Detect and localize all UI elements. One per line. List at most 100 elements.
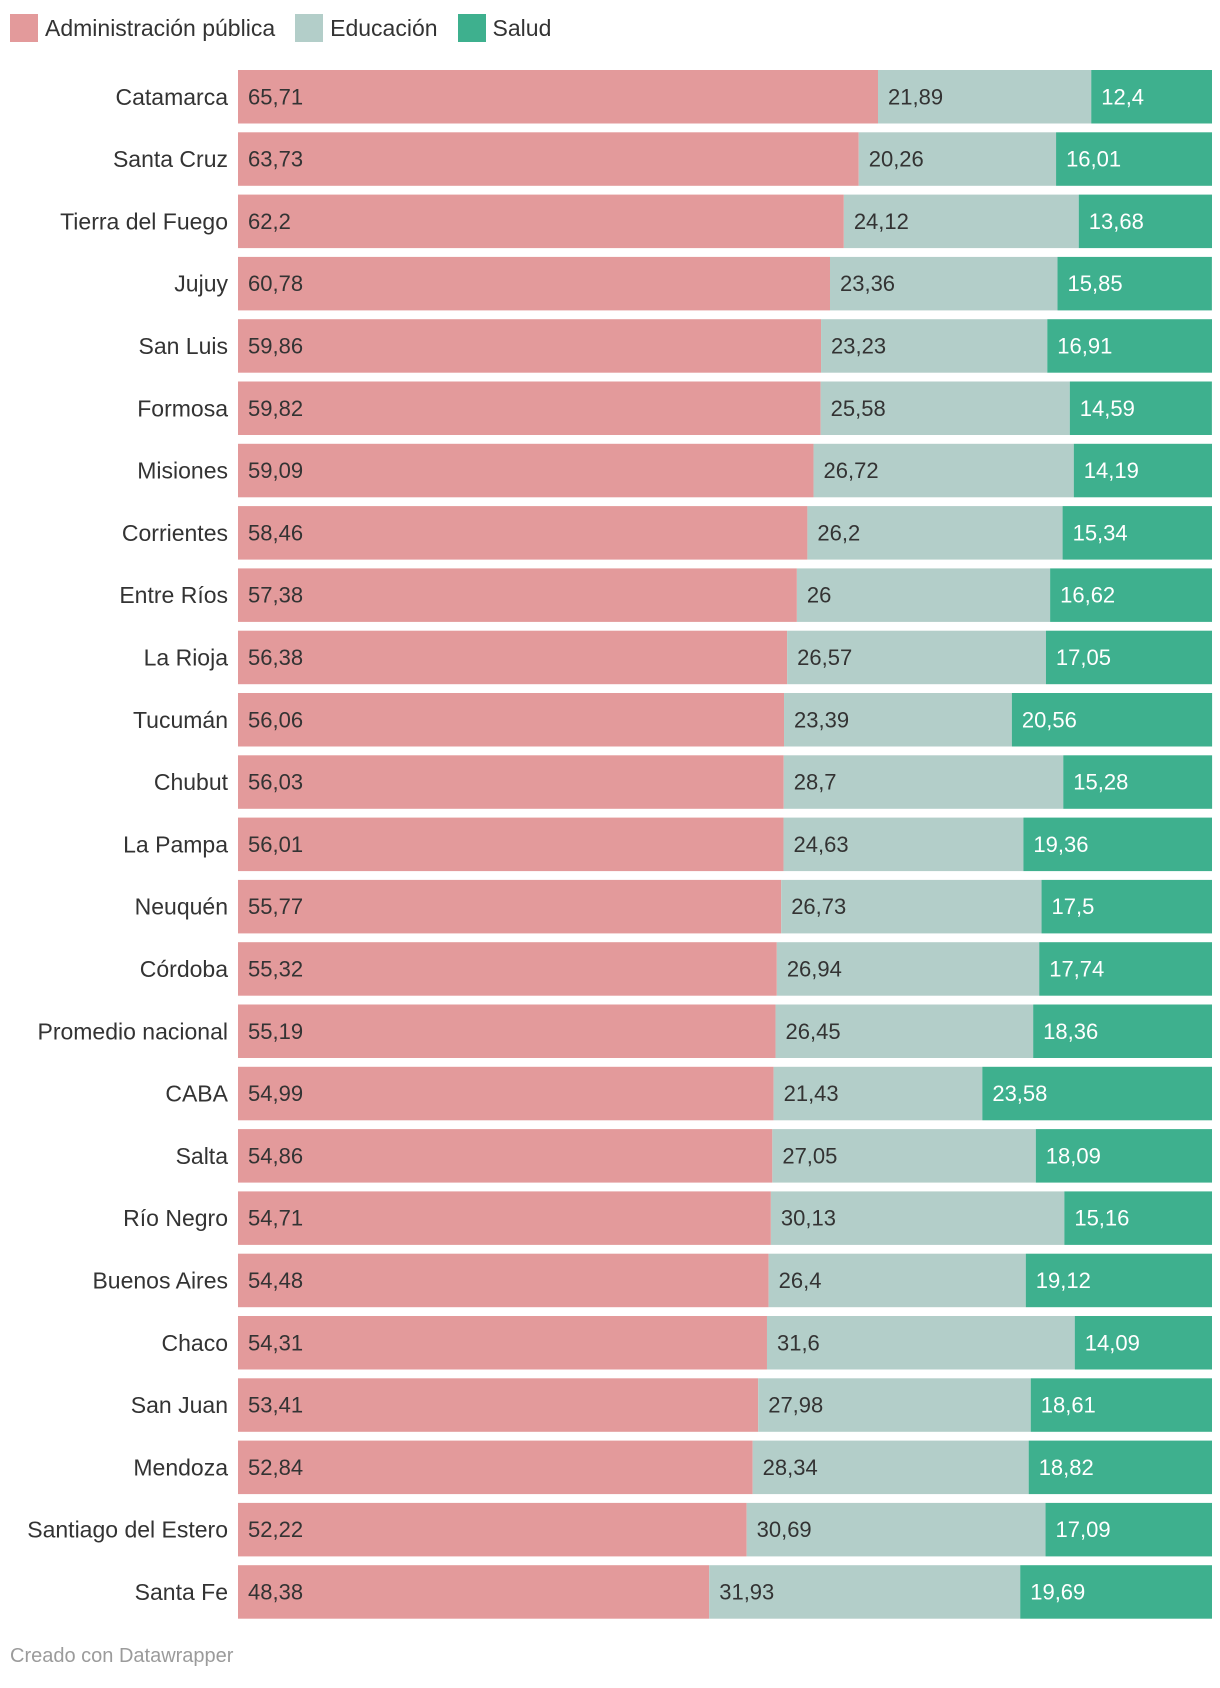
data-label-educacion-la-rioja: 26,57 — [797, 645, 852, 670]
bar-educacion-misiones — [813, 443, 1074, 498]
bar-administracion-publica-catamarca — [238, 70, 879, 124]
data-label-administracion-publica-promedio-nacional: 55,19 — [248, 1019, 303, 1044]
data-label-educacion-santa-fe: 31,93 — [719, 1579, 774, 1604]
bar-salud-san-luis — [1047, 319, 1212, 373]
data-label-salud-promedio-nacional: 18,36 — [1043, 1019, 1098, 1044]
bar-administracion-publica-santa-fe — [238, 1565, 710, 1619]
bar-administracion-publica-corrientes — [238, 506, 808, 560]
data-label-salud-mendoza: 18,82 — [1039, 1455, 1094, 1480]
data-label-salud-san-juan: 18,61 — [1041, 1393, 1096, 1418]
data-label-educacion-chaco: 31,6 — [777, 1330, 820, 1355]
data-label-administracion-publica-la-rioja: 56,38 — [248, 645, 303, 670]
bar-administracion-publica-buenos-aires — [238, 1253, 769, 1308]
bar-administracion-publica-santa-cruz — [238, 132, 859, 186]
data-label-administracion-publica-san-juan: 53,41 — [248, 1393, 303, 1418]
data-label-administracion-publica-corrientes: 58,46 — [248, 520, 303, 545]
legend-item-salud: Salud — [457, 14, 551, 42]
bar-educacion-santa-cruz — [858, 132, 1057, 186]
data-label-educacion-cordoba: 26,94 — [787, 956, 842, 981]
data-label-salud-san-luis: 16,91 — [1057, 333, 1112, 358]
category-label-cordoba: Córdoba — [140, 956, 228, 982]
data-label-educacion-salta: 27,05 — [782, 1143, 837, 1168]
bar-educacion-la-pampa — [783, 817, 1024, 872]
data-label-educacion-caba: 21,43 — [784, 1081, 839, 1106]
bar-educacion-mendoza — [752, 1440, 1029, 1495]
category-label-neuquen: Neuquén — [135, 894, 228, 920]
bar-administracion-publica-san-juan — [238, 1378, 759, 1432]
data-label-salud-chaco: 14,09 — [1085, 1330, 1140, 1355]
bar-educacion-salta — [772, 1129, 1036, 1183]
category-label-promedio-nacional: Promedio nacional — [37, 1018, 228, 1044]
data-label-administracion-publica-formosa: 59,82 — [248, 396, 303, 421]
category-label-san-luis: San Luis — [138, 333, 228, 359]
bar-administracion-publica-tucuman — [238, 693, 785, 747]
legend-label-administracion: Administración pública — [45, 14, 276, 41]
bar-salud-corrientes — [1062, 506, 1212, 560]
data-label-administracion-publica-tierra-del-fuego: 62,2 — [248, 209, 291, 234]
category-label-tierra-del-fuego: Tierra del Fuego — [60, 208, 228, 234]
bar-administracion-publica-santiago-del-estero — [238, 1502, 747, 1557]
data-label-salud-buenos-aires: 19,12 — [1036, 1268, 1091, 1293]
category-label-jujuy: Jujuy — [174, 271, 228, 297]
data-label-administracion-publica-cordoba: 55,32 — [248, 956, 303, 981]
chart-legend: Administración pública Educación Salud — [10, 12, 571, 44]
bar-salud-entre-rios — [1050, 568, 1212, 622]
data-label-administracion-publica-la-pampa: 56,01 — [248, 832, 303, 857]
category-label-corrientes: Corrientes — [122, 520, 228, 546]
data-label-administracion-publica-catamarca: 65,71 — [248, 84, 303, 109]
data-label-salud-formosa: 14,59 — [1080, 396, 1135, 421]
bar-educacion-chubut — [783, 755, 1064, 809]
bar-salud-santiago-del-estero — [1045, 1502, 1212, 1557]
data-label-administracion-publica-entre-rios: 57,38 — [248, 583, 303, 608]
bar-administracion-publica-la-rioja — [238, 630, 788, 685]
bar-educacion-chaco — [766, 1316, 1075, 1370]
data-label-administracion-publica-salta: 54,86 — [248, 1143, 303, 1168]
data-label-salud-neuquen: 17,5 — [1052, 894, 1095, 919]
data-label-administracion-publica-rio-negro: 54,71 — [248, 1206, 303, 1231]
data-label-educacion-formosa: 25,58 — [831, 396, 886, 421]
data-label-educacion-chubut: 28,7 — [794, 770, 837, 795]
data-label-salud-catamarca: 12,4 — [1101, 84, 1144, 109]
data-label-educacion-tucuman: 23,39 — [794, 707, 849, 732]
category-label-entre-rios: Entre Ríos — [119, 582, 228, 608]
data-label-administracion-publica-mendoza: 52,84 — [248, 1455, 303, 1480]
data-label-administracion-publica-caba: 54,99 — [248, 1081, 303, 1106]
bar-administracion-publica-san-luis — [238, 319, 822, 373]
data-label-educacion-san-luis: 23,23 — [831, 333, 886, 358]
bar-educacion-tierra-del-fuego — [843, 194, 1079, 249]
bar-salud-la-pampa — [1023, 817, 1212, 872]
bar-educacion-cordoba — [776, 942, 1040, 996]
bar-administracion-publica-jujuy — [238, 256, 830, 311]
bar-salud-santa-cruz — [1056, 132, 1212, 186]
data-label-salud-cordoba: 17,74 — [1049, 956, 1104, 981]
bar-administracion-publica-misiones — [238, 443, 814, 498]
bar-salud-mendoza — [1028, 1440, 1212, 1495]
bar-educacion-neuquen — [781, 879, 1042, 934]
data-label-educacion-la-pampa: 24,63 — [794, 832, 849, 857]
bar-educacion-promedio-nacional — [775, 1004, 1034, 1058]
bar-educacion-caba — [773, 1066, 983, 1121]
bar-salud-santa-fe — [1020, 1565, 1212, 1619]
data-label-educacion-entre-rios: 26 — [807, 583, 831, 608]
category-label-la-rioja: La Rioja — [144, 644, 229, 670]
data-label-educacion-santa-cruz: 20,26 — [869, 147, 924, 172]
data-label-salud-santa-cruz: 16,01 — [1066, 147, 1121, 172]
footer-credit: Creado con Datawrapper — [10, 1645, 234, 1667]
bar-educacion-la-rioja — [787, 630, 1046, 685]
bar-salud-buenos-aires — [1025, 1253, 1212, 1308]
bar-educacion-tucuman — [784, 693, 1012, 747]
data-label-educacion-misiones: 26,72 — [824, 458, 879, 483]
data-label-salud-santiago-del-estero: 17,09 — [1056, 1517, 1111, 1542]
bar-salud-misiones — [1073, 443, 1212, 498]
data-label-administracion-publica-neuquen: 55,77 — [248, 894, 303, 919]
data-label-salud-caba: 23,58 — [992, 1081, 1047, 1106]
bar-administracion-publica-promedio-nacional — [238, 1004, 776, 1058]
bar-educacion-rio-negro — [770, 1191, 1065, 1245]
bar-educacion-buenos-aires — [768, 1253, 1026, 1308]
data-label-administracion-publica-buenos-aires: 54,48 — [248, 1268, 303, 1293]
bar-administracion-publica-tierra-del-fuego — [238, 194, 844, 249]
bar-salud-formosa — [1069, 381, 1212, 435]
data-label-salud-santa-fe: 19,69 — [1030, 1579, 1085, 1604]
bar-administracion-publica-mendoza — [238, 1440, 753, 1495]
bar-salud-san-juan — [1030, 1378, 1212, 1432]
